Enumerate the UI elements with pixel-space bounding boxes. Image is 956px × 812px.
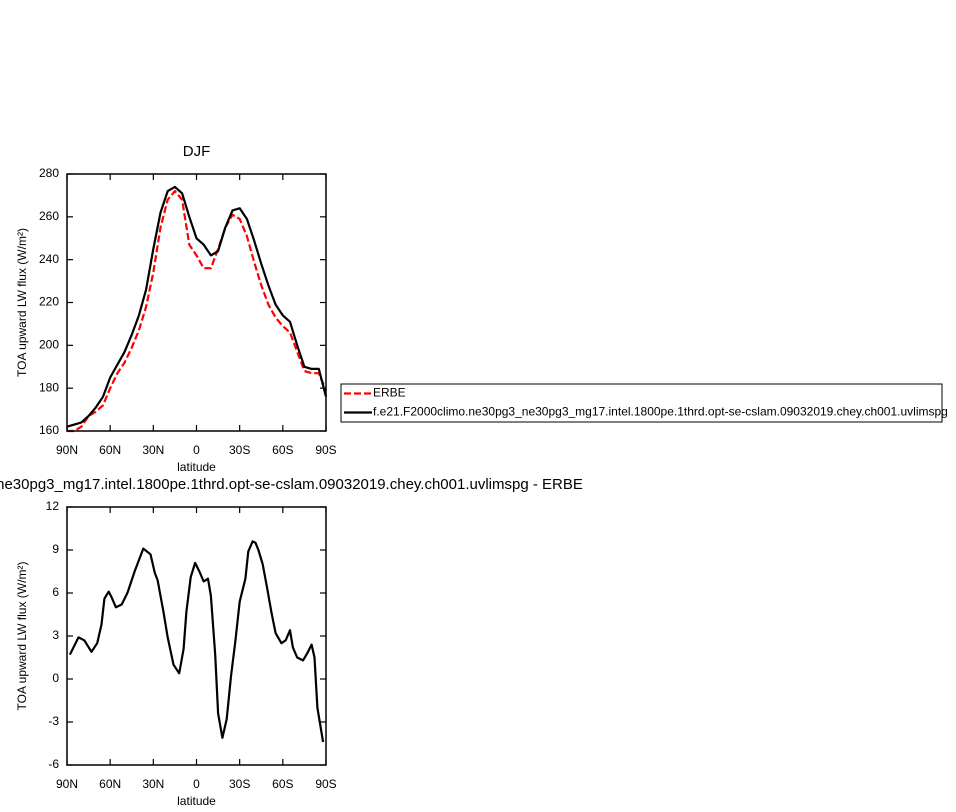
data-line	[67, 190, 328, 433]
y-tick-label: 200	[39, 338, 59, 352]
chart-title: f.e21.F2000climo.ne30pg3_ne30pg3_mg17.in…	[0, 476, 583, 493]
x-axis-label: latitude	[177, 794, 216, 808]
x-tick-label: 90S	[315, 443, 336, 457]
y-axis-label: TOA upward LW flux (W/m²)	[15, 228, 29, 377]
plot-frame	[66, 173, 327, 432]
x-tick-label: 30S	[229, 443, 250, 457]
x-tick-label: 0	[193, 777, 200, 791]
y-tick-label: 260	[39, 209, 59, 223]
data-line	[66, 185, 328, 428]
y-tick-label: -6	[48, 757, 59, 771]
y-tick-label: 280	[39, 166, 59, 180]
y-tick-label: 9	[52, 542, 59, 556]
x-tick-label: 60S	[272, 777, 293, 791]
legend-label: f.e21.F2000climo.ne30pg3_ne30pg3_mg17.in…	[373, 405, 948, 419]
legend-label: ERBE	[373, 386, 406, 400]
y-tick-label: -3	[48, 714, 59, 728]
chart-title: DJF	[183, 143, 211, 160]
y-tick-label: 240	[39, 252, 59, 266]
y-tick-label: 12	[46, 499, 60, 513]
y-tick-label: 0	[52, 671, 59, 685]
data-line	[68, 540, 325, 743]
x-tick-label: 90S	[315, 777, 336, 791]
x-tick-label: 60N	[99, 777, 121, 791]
x-tick-label: 90N	[56, 777, 78, 791]
legend-box	[340, 383, 943, 423]
x-tick-label: 30N	[142, 777, 164, 791]
y-tick-label: 220	[39, 295, 59, 309]
plot-frame	[66, 506, 327, 766]
y-tick-label: 180	[39, 380, 59, 394]
y-tick-label: 6	[52, 585, 59, 599]
x-axis-label: latitude	[177, 460, 216, 474]
x-tick-label: 90N	[56, 443, 78, 457]
y-tick-label: 3	[52, 628, 59, 642]
x-tick-label: 30S	[229, 777, 250, 791]
x-tick-label: 60S	[272, 443, 293, 457]
x-tick-label: 0	[193, 443, 200, 457]
y-axis-label: TOA upward LW flux (W/m²)	[15, 562, 29, 711]
x-tick-label: 30N	[142, 443, 164, 457]
x-tick-label: 60N	[99, 443, 121, 457]
y-tick-label: 160	[39, 423, 59, 437]
